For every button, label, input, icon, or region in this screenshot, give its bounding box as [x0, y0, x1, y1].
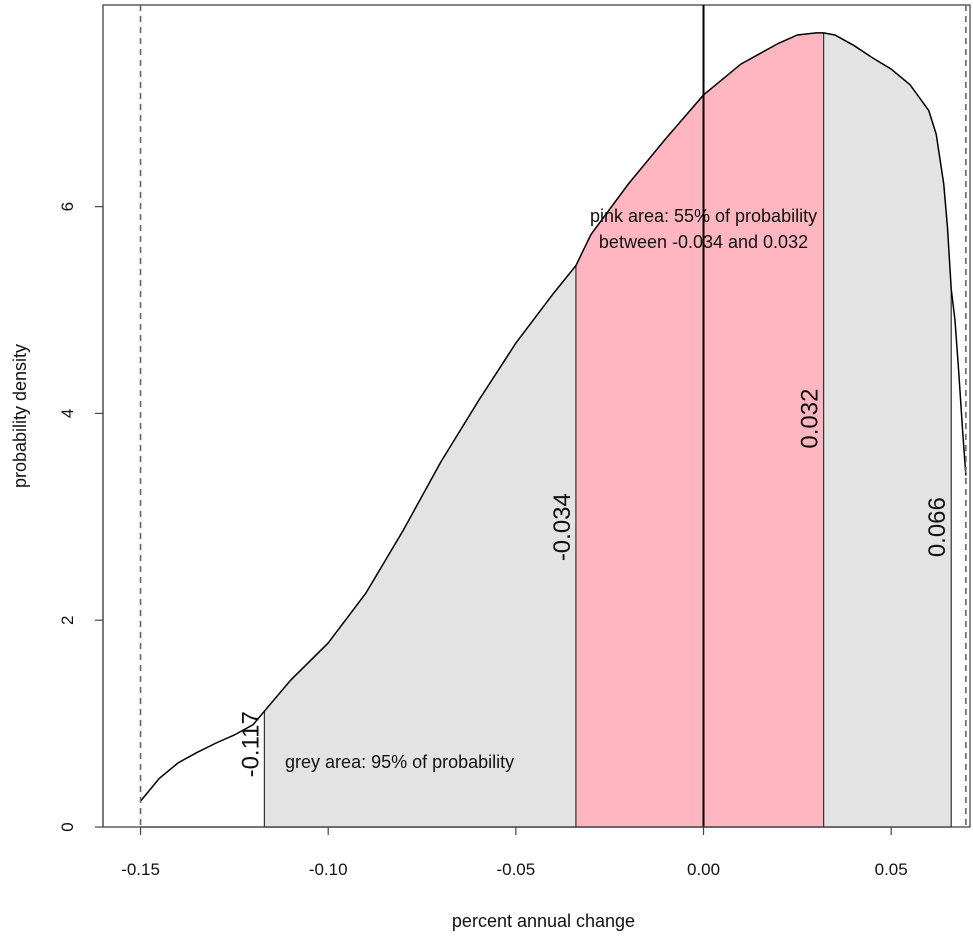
- x-tick-label: 0.05: [875, 860, 908, 879]
- y-tick-label: 0: [58, 822, 77, 831]
- x-axis-title: percent annual change: [452, 911, 635, 931]
- annotation-text: grey area: 95% of probability: [285, 752, 514, 772]
- y-axis-title: probability density: [10, 344, 30, 488]
- y-tick-label: 4: [58, 409, 77, 418]
- density-curve: [139, 32, 967, 802]
- shaded-region-pink: [575, 32, 824, 827]
- x-tick-label: -0.15: [121, 860, 160, 879]
- x-tick-label: 0.00: [687, 860, 720, 879]
- y-tick-label: 6: [58, 202, 77, 211]
- plot-layer: [102, 4, 971, 828]
- boundary-value-label: -0.034: [549, 493, 576, 561]
- boundary-value-label: 0.066: [924, 497, 951, 557]
- x-axis: -0.15 -0.10 -0.05 0.00 0.05: [121, 826, 908, 879]
- boundary-value-label: 0.032: [797, 389, 824, 449]
- annotations: -0.117 -0.034 0.032 0.066 pink area: 55% of …: [237, 206, 951, 777]
- boundary-value-label: -0.117: [237, 711, 264, 777]
- y-tick-label: 2: [58, 615, 77, 624]
- annotation-text: pink area: 55% of probability: [590, 206, 817, 226]
- x-tick-label: -0.10: [309, 860, 348, 879]
- y-axis: 0 2 4 6: [58, 202, 104, 832]
- x-tick-label: -0.05: [496, 860, 535, 879]
- annotation-text: between -0.034 and 0.032: [599, 232, 808, 252]
